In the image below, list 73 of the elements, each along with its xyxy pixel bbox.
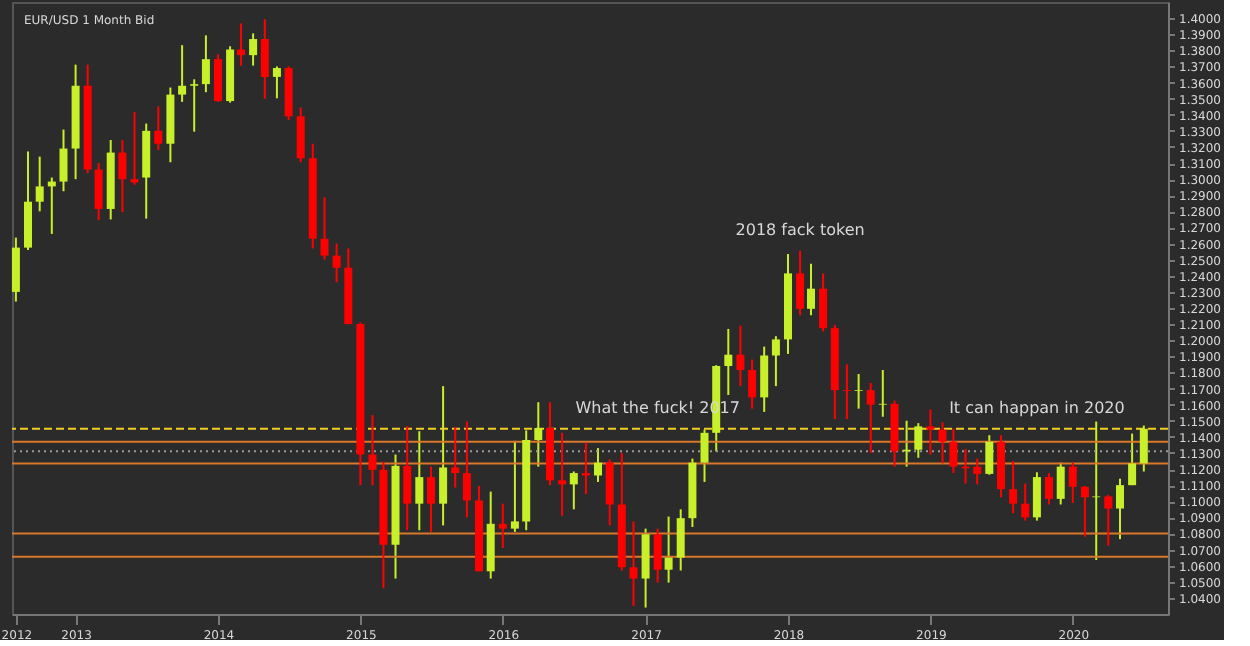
candlestick [605, 458, 614, 527]
candlestick [890, 399, 899, 468]
candlestick [439, 385, 448, 527]
candlestick [1032, 471, 1041, 522]
candlestick [558, 431, 567, 517]
candlestick [427, 465, 436, 533]
candlestick [190, 78, 199, 133]
candlestick [949, 427, 958, 475]
candlestick [914, 422, 923, 459]
candlestick [641, 527, 650, 609]
candlestick [332, 242, 341, 284]
candlestick [760, 345, 769, 413]
candlestick [201, 34, 210, 94]
candlestick [178, 44, 187, 103]
candlestick [819, 272, 828, 333]
candlestick [451, 426, 460, 489]
annotation: It can happan in 2020 [949, 398, 1125, 417]
candlestick [118, 139, 127, 214]
candlestick [629, 520, 638, 607]
candlestick [807, 262, 816, 317]
candlestick [724, 327, 733, 396]
candlestick [796, 249, 805, 317]
candlestick [736, 324, 745, 388]
candlestick [854, 373, 863, 410]
candlestick [985, 434, 994, 476]
candlestick [997, 434, 1006, 499]
candlestick [24, 150, 32, 252]
candlestick [296, 106, 305, 164]
candlestick [878, 369, 887, 418]
candlestick [594, 447, 602, 483]
candlestick [35, 155, 44, 213]
candlestick [771, 335, 780, 388]
candlestick [320, 196, 329, 261]
candlestick [249, 32, 258, 67]
candlestick [1045, 472, 1054, 506]
candlestick [403, 425, 412, 532]
candlestick [462, 420, 471, 519]
candlestick [748, 358, 757, 410]
annotation: 2018 fack token [735, 220, 865, 239]
candlestick [1021, 482, 1030, 522]
candlestick [1104, 493, 1113, 547]
candlestick [130, 111, 139, 186]
candlestick [1139, 424, 1148, 473]
candlestick [368, 414, 377, 487]
candlestick [486, 490, 495, 580]
candlestick [142, 122, 151, 220]
candlestick [653, 527, 662, 584]
candlestick [272, 65, 281, 100]
candlestick [154, 105, 163, 152]
candlestick [866, 381, 875, 454]
candlestick [676, 508, 685, 572]
candlestick [1056, 461, 1065, 506]
candlestick [415, 430, 424, 532]
candlestick [1009, 460, 1018, 515]
candlestick [842, 363, 851, 421]
candlestick [214, 53, 222, 103]
candlestick [664, 515, 673, 584]
candlestick [938, 421, 947, 465]
candlestick [94, 162, 103, 222]
candlestick [534, 401, 543, 468]
candlestick [700, 428, 709, 483]
candlestick [926, 408, 935, 456]
candlestick [498, 502, 507, 549]
candlestick [1128, 432, 1137, 487]
candlestick [11, 236, 20, 303]
candlestick [1092, 420, 1101, 562]
candlestick [260, 18, 269, 100]
candlestick [59, 128, 68, 193]
candlestick [1068, 461, 1077, 504]
candlestick [1116, 477, 1125, 541]
candlestick [1080, 484, 1089, 538]
candlestick [569, 470, 578, 511]
candlestick [510, 439, 519, 533]
